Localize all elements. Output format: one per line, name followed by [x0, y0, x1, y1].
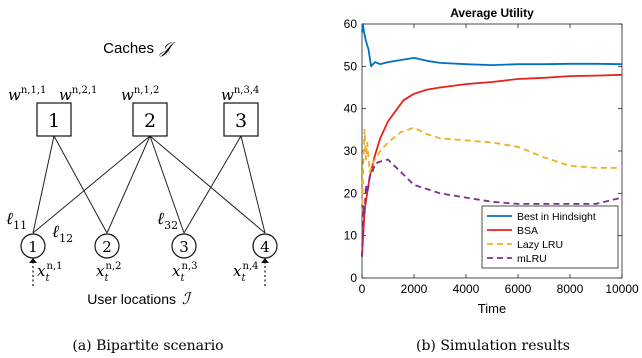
user-node-2: 2: [94, 233, 120, 259]
average-utility-chart: Average Utility 0 2000 4000 6000 8000 10000 0 1…: [344, 6, 639, 354]
edges: [32, 135, 266, 234]
edge-cache1-user1: [32, 135, 55, 234]
user-label-2: 2: [102, 238, 112, 256]
arrow-head-4: [261, 258, 269, 263]
user-demand-x1: xtn,1: [37, 261, 62, 284]
link-label-l11: ℓ11: [6, 209, 27, 232]
y-tick-label: 30: [344, 144, 358, 158]
link-labels: ℓ11 ℓ12 ℓ32: [6, 209, 178, 245]
y-tick-label: 0: [350, 271, 357, 285]
caption-a: (a) Bipartite scenario: [72, 338, 223, 354]
arrow-head-1: [29, 258, 37, 263]
x-tick-label: 10000: [605, 282, 639, 296]
y-tick-label: 20: [344, 186, 358, 200]
cache-node-1: 1: [36, 102, 72, 137]
edge-cache2-user1: [32, 135, 151, 234]
user-label-3: 3: [179, 238, 189, 256]
user-demands: xtn,1 xtn,2 xtn,3 xtn,4: [37, 261, 258, 284]
cache-label-2: 2: [144, 110, 156, 132]
user-node-1: 1: [20, 233, 46, 259]
x-tick-label: 6000: [505, 282, 532, 296]
cache-node-3: 3: [223, 102, 259, 137]
chart-axes: 0 2000 4000 6000 8000 10000 0 10 20 30 40 50 60: [344, 17, 639, 296]
demand-arrows: [29, 258, 269, 286]
users-title: User locations: [87, 291, 176, 307]
user-label-4: 4: [260, 238, 270, 256]
x-tick-label: 8000: [557, 282, 584, 296]
chart-title: Average Utility: [450, 6, 534, 20]
link-label-l32: ℓ32: [157, 209, 178, 232]
caption-b: (b) Simulation results: [416, 338, 570, 354]
cache-node-2: 2: [132, 102, 168, 137]
cache-param-w-n11: wn,1,1: [8, 85, 46, 104]
y-tick-label: 50: [344, 59, 358, 73]
user-demand-x2: xtn,2: [96, 261, 121, 284]
edge-cache1-user2: [53, 135, 108, 234]
cache-param-w-n21: wn,2,1: [59, 85, 97, 104]
series-line-mlru: [361, 158, 623, 257]
x-tick-label: 4000: [453, 282, 480, 296]
cache-param-w-n12: wn,1,2: [121, 85, 159, 104]
user-demand-x3: xtn,3: [172, 261, 197, 284]
edge-cache2-user4: [149, 135, 266, 234]
cache-label-1: 1: [48, 110, 60, 132]
edge-cache3-user3: [183, 135, 242, 234]
cache-params: wn,1,1 wn,2,1 wn,1,2 wn,3,4: [8, 85, 259, 104]
series-line-lazy-lru: [361, 126, 622, 215]
y-tick-label: 40: [344, 102, 358, 116]
cache-param-w-n34: wn,3,4: [221, 85, 259, 104]
chart-legend: Best in Hindsight BSA Lazy LRU mLRU: [481, 205, 619, 269]
user-label-1: 1: [28, 238, 38, 256]
caches-symbol: 𝒥: [159, 38, 177, 57]
bipartite-diagram: Caches 𝒥 1 2 3 wn,1,1 wn,: [6, 38, 278, 354]
x-tick-label: 0: [359, 282, 366, 296]
caches-title: Caches: [103, 40, 154, 57]
y-tick-label: 60: [344, 17, 358, 31]
user-node-3: 3: [171, 233, 197, 259]
x-tick-label: 2000: [401, 282, 428, 296]
user-node-4: 4: [252, 233, 278, 259]
legend-entry: mLRU: [517, 253, 547, 265]
user-demand-x4: xtn,4: [233, 261, 258, 284]
chart-series: [361, 23, 623, 257]
users-symbol: ℐ: [182, 289, 192, 308]
legend-entry: Lazy LRU: [517, 239, 563, 251]
x-axis-label: Time: [478, 301, 506, 316]
series-line-best-in-hindsight: [361, 23, 623, 68]
link-label-l12: ℓ12: [52, 222, 73, 245]
y-tick-label: 10: [344, 229, 358, 243]
cache-label-3: 3: [235, 110, 247, 132]
edge-cache3-user4: [240, 135, 266, 234]
edge-cache2-user3: [149, 135, 185, 234]
legend-entry: Best in Hindsight: [517, 211, 596, 223]
edge-cache2-user2: [106, 135, 151, 234]
legend-entry: BSA: [517, 225, 538, 237]
